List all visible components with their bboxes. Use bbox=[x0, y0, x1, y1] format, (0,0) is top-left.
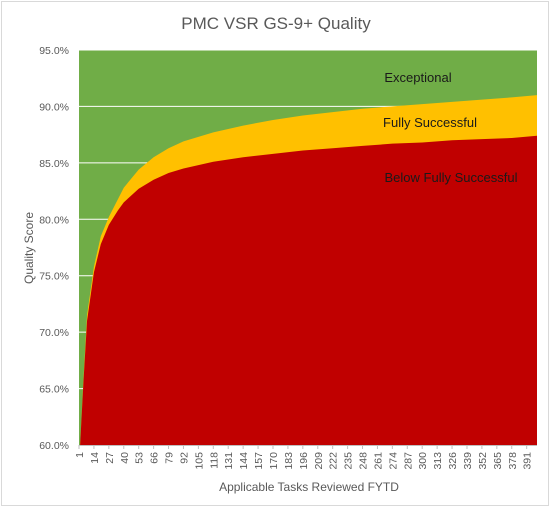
y-tick-label: 65.0% bbox=[39, 384, 69, 396]
x-tick-label: 157 bbox=[253, 452, 265, 470]
x-tick-label: 209 bbox=[313, 452, 325, 470]
x-tick-label: 365 bbox=[492, 452, 504, 470]
chart-title: PMC VSR GS-9+ Quality bbox=[181, 14, 371, 33]
x-tick-label: 144 bbox=[238, 452, 250, 470]
band-label-fully-successful: Fully Successful bbox=[383, 115, 477, 130]
y-tick-label: 60.0% bbox=[39, 440, 69, 452]
x-tick-label: 326 bbox=[447, 452, 459, 470]
x-tick-label: 248 bbox=[358, 452, 370, 470]
x-tick-label: 105 bbox=[193, 452, 205, 470]
x-tick-label: 235 bbox=[343, 452, 355, 470]
x-axis: 1 14 27 40 53 66 79 92 105 118 131 144 157 170 183 196 2… bbox=[74, 445, 537, 470]
plot-area bbox=[79, 49, 537, 445]
x-tick-label: 131 bbox=[223, 452, 235, 470]
y-axis-title: Quality Score bbox=[22, 212, 36, 284]
x-tick-label: 118 bbox=[208, 452, 220, 469]
y-axis: 60.0% 65.0% 70.0% 75.0% 80.0% 85.0% 90.0% 95.0% bbox=[39, 45, 69, 452]
x-tick-label: 313 bbox=[432, 452, 444, 470]
x-tick-label: 300 bbox=[417, 452, 429, 470]
y-tick-label: 85.0% bbox=[39, 158, 69, 170]
x-tick-label: 274 bbox=[387, 452, 399, 470]
area-below-fully-successful bbox=[79, 135, 537, 445]
x-tick-label: 40 bbox=[119, 452, 131, 464]
x-tick-label: 378 bbox=[507, 452, 519, 470]
x-tick-label: 1 bbox=[74, 452, 86, 458]
x-tick-label: 391 bbox=[522, 452, 534, 470]
x-tick-label: 66 bbox=[149, 452, 161, 464]
y-tick-label: 90.0% bbox=[39, 101, 69, 113]
x-tick-label: 14 bbox=[89, 452, 101, 464]
band-label-below-fully-successful: Below Fully Successful bbox=[385, 170, 518, 185]
x-axis-title: Applicable Tasks Reviewed FYTD bbox=[219, 480, 399, 494]
band-label-exceptional: Exceptional bbox=[384, 70, 451, 85]
y-tick-label: 70.0% bbox=[39, 327, 69, 339]
x-tick-label: 27 bbox=[104, 452, 116, 464]
y-tick-label: 80.0% bbox=[39, 214, 69, 226]
x-tick-label: 339 bbox=[462, 452, 474, 470]
x-tick-label: 53 bbox=[134, 452, 146, 464]
y-tick-label: 75.0% bbox=[39, 271, 69, 283]
x-tick-label: 261 bbox=[372, 452, 384, 470]
x-tick-label: 79 bbox=[164, 452, 176, 464]
x-tick-label: 287 bbox=[402, 452, 414, 470]
x-tick-label: 222 bbox=[328, 452, 340, 470]
x-tick-label: 183 bbox=[283, 452, 295, 470]
x-tick-label: 170 bbox=[268, 452, 280, 470]
y-tick-label: 95.0% bbox=[39, 45, 69, 57]
x-tick-label: 196 bbox=[298, 452, 310, 470]
x-tick-label: 352 bbox=[477, 452, 489, 470]
x-tick-label: 92 bbox=[178, 452, 190, 464]
